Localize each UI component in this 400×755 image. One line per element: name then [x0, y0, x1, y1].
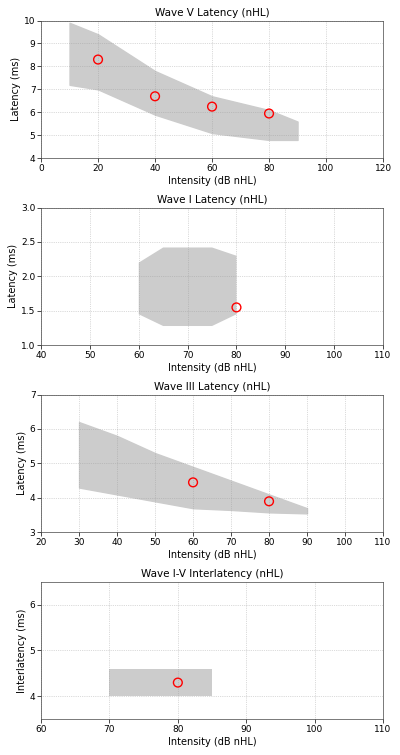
X-axis label: Intensity (dB nHL): Intensity (dB nHL): [168, 362, 256, 373]
Point: [152, 91, 158, 103]
Title: Wave I-V Interlatency (nHL): Wave I-V Interlatency (nHL): [141, 569, 283, 579]
Y-axis label: Latency (ms): Latency (ms): [17, 431, 27, 495]
Point: [266, 107, 272, 119]
Point: [190, 476, 196, 488]
Title: Wave I Latency (nHL): Wave I Latency (nHL): [157, 196, 267, 205]
Y-axis label: Interlatency (ms): Interlatency (ms): [17, 609, 27, 692]
Y-axis label: Latency (ms): Latency (ms): [11, 57, 21, 122]
Title: Wave V Latency (nHL): Wave V Latency (nHL): [155, 8, 269, 18]
Y-axis label: Latency (ms): Latency (ms): [8, 245, 18, 309]
X-axis label: Intensity (dB nHL): Intensity (dB nHL): [168, 550, 256, 559]
X-axis label: Intensity (dB nHL): Intensity (dB nHL): [168, 737, 256, 747]
X-axis label: Intensity (dB nHL): Intensity (dB nHL): [168, 176, 256, 186]
Point: [209, 100, 215, 112]
Title: Wave III Latency (nHL): Wave III Latency (nHL): [154, 382, 270, 393]
Point: [233, 301, 240, 313]
Point: [266, 495, 272, 507]
Point: [175, 676, 181, 689]
Point: [95, 54, 101, 66]
